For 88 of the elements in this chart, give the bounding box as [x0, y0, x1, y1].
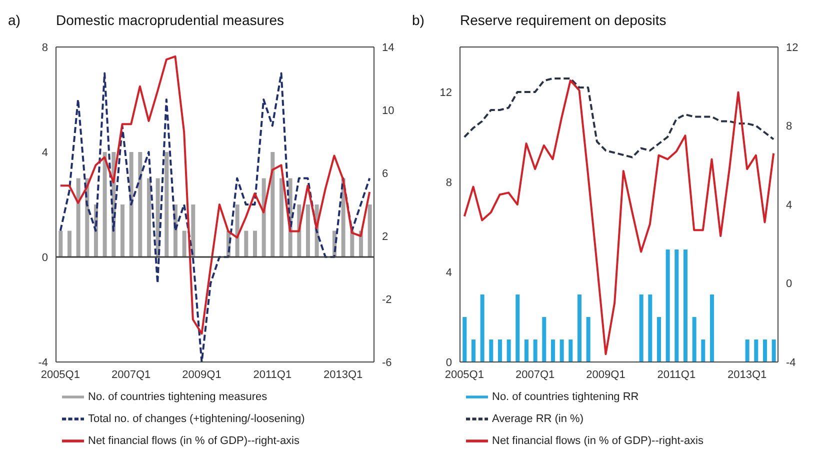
bar	[489, 340, 494, 362]
line-series	[463, 79, 775, 356]
y-tick-label: 0	[42, 252, 48, 264]
bar	[182, 230, 186, 257]
bar	[146, 178, 151, 257]
bar	[560, 340, 564, 362]
bar	[666, 250, 670, 362]
bar	[471, 340, 476, 362]
bar	[76, 178, 80, 257]
bar	[701, 340, 706, 362]
x-tick-label: 2011Q1	[657, 368, 696, 381]
x-tick-label: 2007Q1	[112, 368, 151, 381]
bar	[710, 294, 714, 362]
bar	[568, 340, 573, 362]
bar	[692, 317, 696, 362]
bar	[480, 294, 484, 362]
y2-tick-label: 8	[786, 120, 792, 133]
bar	[683, 250, 688, 362]
legend-label: No. of countries tightening RR	[492, 390, 639, 403]
bar	[102, 152, 107, 257]
bar	[542, 317, 546, 362]
text: a)	[8, 12, 20, 28]
bar	[586, 317, 590, 362]
legend-label: Average RR (in %)	[492, 412, 584, 425]
bar	[58, 230, 63, 257]
bar	[524, 340, 528, 362]
bar	[120, 204, 124, 257]
bar	[533, 340, 538, 362]
bar	[772, 340, 776, 362]
bar	[506, 340, 511, 362]
x-tick-label: 2007Q1	[516, 368, 555, 381]
bar	[550, 340, 555, 362]
bar	[674, 250, 679, 362]
bar	[656, 317, 661, 362]
y-tick-label: 8	[446, 176, 452, 189]
y-tick-label: -4	[38, 356, 48, 369]
bar	[754, 340, 758, 362]
bar	[516, 294, 520, 362]
x-tick-label: 2013Q1	[728, 368, 767, 381]
bar	[648, 294, 652, 362]
bar	[498, 340, 502, 362]
legend-label: Total no. of changes (+tightening/-loosening)	[88, 412, 305, 425]
bar	[67, 230, 72, 257]
bar	[244, 230, 248, 257]
legend-label: No. of countries tightening measures	[88, 390, 268, 403]
y2-tick-label: 14	[382, 42, 394, 54]
y-tick-label: 4	[42, 146, 48, 159]
bar	[368, 204, 372, 257]
y-tick-label: 8	[42, 42, 48, 54]
bar	[462, 317, 467, 362]
bar	[639, 294, 644, 362]
y2-tick-label: 10	[382, 104, 394, 117]
y2-tick-label: -2	[382, 294, 392, 306]
x-tick-label: 2011Q1	[253, 368, 292, 381]
x-tick-label: 2009Q1	[586, 368, 626, 381]
y2-tick-label: 6	[382, 168, 388, 180]
bar	[138, 152, 142, 257]
x-tick-label: 2013Q1	[324, 368, 363, 381]
legend-label: Net financial flows (in % of GDP)--right-axis	[492, 434, 704, 447]
bar	[164, 152, 169, 257]
x-tick-label: 2009Q1	[182, 368, 222, 381]
y-tick-label: 12	[440, 86, 452, 99]
x-tick-label: 2005Q1	[444, 368, 484, 381]
bar	[279, 178, 284, 257]
x-tick-label: 2005Q1	[40, 368, 80, 381]
y2-tick-label: 0	[786, 278, 792, 290]
bar	[252, 230, 257, 257]
bar	[762, 340, 767, 362]
bar	[270, 152, 275, 257]
y2-tick-label: 4	[786, 199, 792, 212]
bar	[306, 204, 310, 257]
y2-tick-label: 2	[382, 230, 388, 243]
bar	[577, 294, 582, 362]
bar	[235, 204, 240, 257]
chart-title: Reserve requirement on deposits	[460, 12, 666, 28]
y2-tick-label: 12	[786, 42, 798, 54]
bar	[129, 152, 134, 257]
y2-tick-label: -4	[786, 356, 796, 369]
legend-label: Net financial flows (in % of GDP)--right-axis	[88, 434, 300, 447]
y-tick-label: 0	[446, 356, 452, 369]
line-series	[463, 78, 775, 158]
chart-title: Domestic macroprudential measures	[56, 12, 284, 28]
y2-tick-label: -6	[382, 356, 392, 369]
bar	[262, 178, 266, 257]
y-tick-label: 4	[446, 266, 452, 279]
text: b)	[412, 12, 424, 28]
bar	[191, 204, 196, 257]
bar	[745, 340, 750, 362]
